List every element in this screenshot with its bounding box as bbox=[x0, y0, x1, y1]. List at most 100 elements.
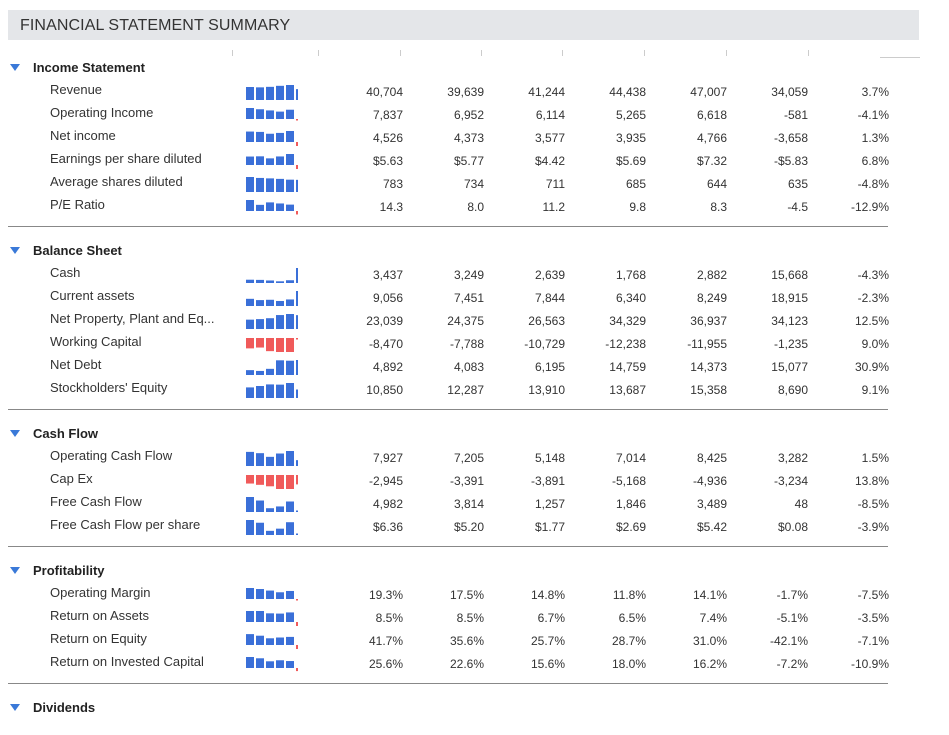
spark-bar bbox=[296, 142, 298, 146]
value-cell: 48 bbox=[794, 497, 808, 511]
section-toggle[interactable]: Balance Sheet bbox=[8, 243, 308, 261]
value-cell: 8.5% bbox=[375, 611, 403, 625]
row-label: Net Property, Plant and Eq... bbox=[50, 311, 215, 326]
sparkline bbox=[246, 383, 298, 398]
sparkline bbox=[246, 314, 298, 329]
column-tick bbox=[562, 50, 563, 56]
expand-triangle-icon[interactable] bbox=[10, 704, 20, 711]
value-cell: 47,007 bbox=[690, 85, 727, 99]
value-cell: 685 bbox=[625, 177, 646, 191]
row-label: Operating Margin bbox=[50, 585, 151, 600]
spark-bar bbox=[286, 338, 294, 352]
spark-bar bbox=[296, 533, 298, 535]
column-tick bbox=[232, 50, 233, 56]
section-title: Income Statement bbox=[33, 60, 145, 75]
value-cell: 17.5% bbox=[449, 588, 484, 602]
spark-bar bbox=[246, 634, 254, 645]
value-cell: -7.2% bbox=[776, 657, 808, 671]
growth-cell: -8.5% bbox=[857, 497, 889, 511]
value-cell: 44,438 bbox=[609, 85, 646, 99]
table-row: Return on Equity 41.7% 35.6% 25.7% 28.7% 31.0… bbox=[8, 631, 889, 654]
spark-bar bbox=[266, 590, 274, 599]
row-label: Earnings per share diluted bbox=[50, 151, 202, 166]
table-row: Stockholders' Equity 10,850 12,287 13,910 13… bbox=[8, 380, 889, 403]
expand-triangle-icon[interactable] bbox=[10, 247, 20, 254]
expand-triangle-icon[interactable] bbox=[10, 64, 20, 71]
spark-bar bbox=[276, 360, 284, 375]
spark-bar bbox=[286, 612, 294, 622]
value-cell: $1.77 bbox=[534, 520, 565, 534]
table-row: Cap Ex -2,945 -3,391 -3,891 -5,168 -4,936 -3,2… bbox=[8, 471, 889, 494]
growth-cell: -7.1% bbox=[857, 634, 889, 648]
value-cell: 783 bbox=[382, 177, 403, 191]
spark-bar bbox=[266, 613, 274, 622]
value-cell: 14,759 bbox=[609, 360, 646, 374]
growth-cell: 1.3% bbox=[861, 131, 889, 145]
spark-bar bbox=[266, 475, 274, 487]
section-toggle[interactable]: Income Statement bbox=[8, 60, 308, 78]
spark-bar bbox=[256, 370, 264, 375]
section-divider bbox=[8, 546, 888, 547]
value-cell: 22.6% bbox=[449, 657, 484, 671]
row-label: Stockholders' Equity bbox=[50, 380, 168, 395]
expand-triangle-icon[interactable] bbox=[10, 430, 20, 437]
section-toggle[interactable]: Dividends bbox=[8, 700, 308, 718]
spark-bar bbox=[246, 475, 254, 484]
table-row: Operating Cash Flow 7,927 7,205 5,148 7,014 8… bbox=[8, 448, 889, 471]
value-cell: 18,915 bbox=[771, 291, 808, 305]
value-cell: 14.3 bbox=[379, 200, 403, 214]
spark-bar bbox=[286, 522, 294, 535]
spark-bar bbox=[246, 298, 254, 306]
value-cell: 1,846 bbox=[615, 497, 646, 511]
sparkline bbox=[246, 338, 298, 352]
spark-bar bbox=[296, 645, 298, 649]
value-cell: 14.8% bbox=[530, 588, 565, 602]
spark-bar bbox=[256, 109, 264, 119]
table-row: Free Cash Flow 4,982 3,814 1,257 1,846 3,489 4… bbox=[8, 494, 889, 517]
spark-bar bbox=[296, 119, 298, 121]
value-cell: 8,425 bbox=[696, 451, 727, 465]
row-label: Cash bbox=[50, 265, 81, 280]
row-label: Average shares diluted bbox=[50, 174, 183, 189]
spark-bar bbox=[276, 300, 284, 306]
value-cell: -3,658 bbox=[773, 131, 808, 145]
growth-cell: 3.7% bbox=[861, 85, 889, 99]
section-toggle[interactable]: Cash Flow bbox=[8, 426, 308, 444]
spark-bar bbox=[276, 384, 284, 398]
table-row: Net Property, Plant and Eq... 23,039 24,37… bbox=[8, 311, 889, 334]
value-cell: 28.7% bbox=[611, 634, 646, 648]
row-label: Current assets bbox=[50, 288, 135, 303]
value-cell: 14.1% bbox=[692, 588, 727, 602]
spark-bar bbox=[256, 385, 264, 398]
value-cell: 19.3% bbox=[368, 588, 403, 602]
growth-cell: 12.5% bbox=[854, 314, 889, 328]
value-cell: -4.5 bbox=[787, 200, 808, 214]
growth-cell: -7.5% bbox=[857, 588, 889, 602]
spark-bar bbox=[256, 475, 264, 485]
sparkline bbox=[246, 360, 298, 375]
spark-bar bbox=[286, 204, 294, 211]
value-cell: 2,882 bbox=[696, 268, 727, 282]
value-cell: $2.69 bbox=[615, 520, 646, 534]
row-label: Net Debt bbox=[50, 357, 102, 372]
spark-bar bbox=[256, 319, 264, 329]
value-cell: 2,639 bbox=[534, 268, 565, 282]
value-cell: 4,766 bbox=[696, 131, 727, 145]
spark-bar bbox=[266, 338, 274, 352]
section-toggle[interactable]: Profitability bbox=[8, 563, 308, 581]
value-cell: 7.4% bbox=[699, 611, 727, 625]
spark-bar bbox=[246, 156, 254, 165]
spark-bar bbox=[286, 109, 294, 119]
spark-bar bbox=[296, 360, 298, 375]
expand-triangle-icon[interactable] bbox=[10, 567, 20, 574]
spark-bar bbox=[256, 500, 264, 512]
value-cell: -5,168 bbox=[611, 474, 646, 488]
spark-bar bbox=[276, 637, 284, 645]
spark-bar bbox=[266, 508, 274, 512]
spark-bar bbox=[246, 657, 254, 668]
value-cell: -10,729 bbox=[524, 337, 565, 351]
column-tick bbox=[481, 50, 482, 56]
row-label: Operating Cash Flow bbox=[50, 448, 173, 463]
section-divider bbox=[8, 409, 888, 410]
spark-bar bbox=[256, 658, 264, 668]
